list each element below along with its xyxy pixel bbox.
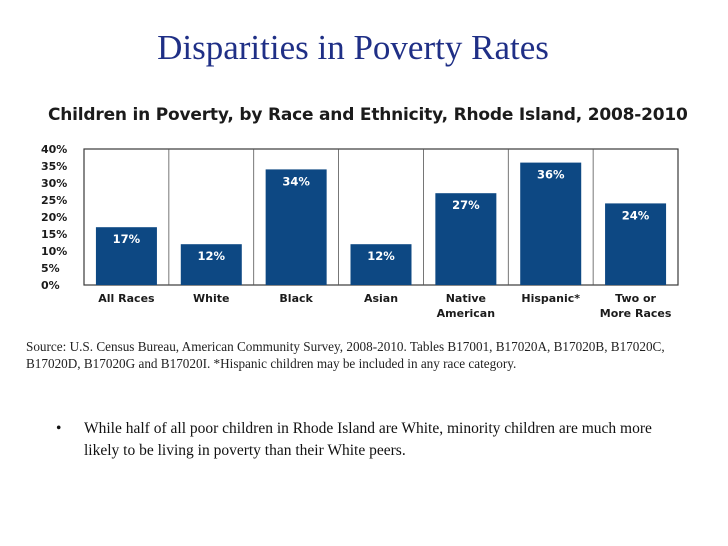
source-note: Source: U.S. Census Bureau, American Com… xyxy=(26,339,665,371)
y-tick-label: 30% xyxy=(41,177,67,190)
x-category-label: Two or xyxy=(615,292,656,305)
bar-value-label: 12% xyxy=(198,249,226,263)
bar-value-label: 24% xyxy=(622,208,650,222)
y-tick-label: 20% xyxy=(41,211,67,224)
y-tick-label: 0% xyxy=(41,279,60,292)
bar xyxy=(350,244,412,285)
bar-value-label: 27% xyxy=(452,198,480,212)
x-category-label: Asian xyxy=(364,292,398,305)
x-category-label: White xyxy=(193,292,229,305)
chart-title: Children in Poverty, by Race and Ethnici… xyxy=(48,105,688,125)
bar xyxy=(520,162,582,285)
x-category-label: Native xyxy=(446,292,486,305)
y-tick-label: 5% xyxy=(41,262,60,275)
x-category-label: All Races xyxy=(98,292,155,305)
bar xyxy=(435,193,497,285)
bullet-list: • While half of all poor children in Rho… xyxy=(54,418,684,462)
x-category-label: Hispanic* xyxy=(521,292,580,305)
y-tick-label: 40% xyxy=(41,143,67,156)
bar xyxy=(265,169,327,285)
x-category-label: More Races xyxy=(600,307,672,320)
bar xyxy=(180,244,242,285)
bullet-marker: • xyxy=(56,420,62,437)
bar-value-label: 34% xyxy=(282,174,310,188)
x-category-label: American xyxy=(437,307,495,320)
bar-value-label: 12% xyxy=(367,249,395,263)
bar xyxy=(605,203,667,285)
bullet-text: While half of all poor children in Rhode… xyxy=(84,420,652,459)
y-tick-label: 10% xyxy=(41,245,67,258)
x-category-label: Black xyxy=(279,292,313,305)
y-tick-label: 35% xyxy=(41,160,67,173)
y-tick-label: 25% xyxy=(41,194,67,207)
bullet-item: • While half of all poor children in Rho… xyxy=(54,418,684,462)
slide-title: Disparities in Poverty Rates xyxy=(157,28,549,67)
bar-value-label: 36% xyxy=(537,168,565,182)
poverty-bar-chart: 0% 5% 10% 15% 20% 25% 30% 35% 40% 17% All Races 12%… xyxy=(41,143,679,320)
bar xyxy=(95,227,157,285)
bar-value-label: 17% xyxy=(113,232,141,246)
y-tick-label: 15% xyxy=(41,228,67,241)
